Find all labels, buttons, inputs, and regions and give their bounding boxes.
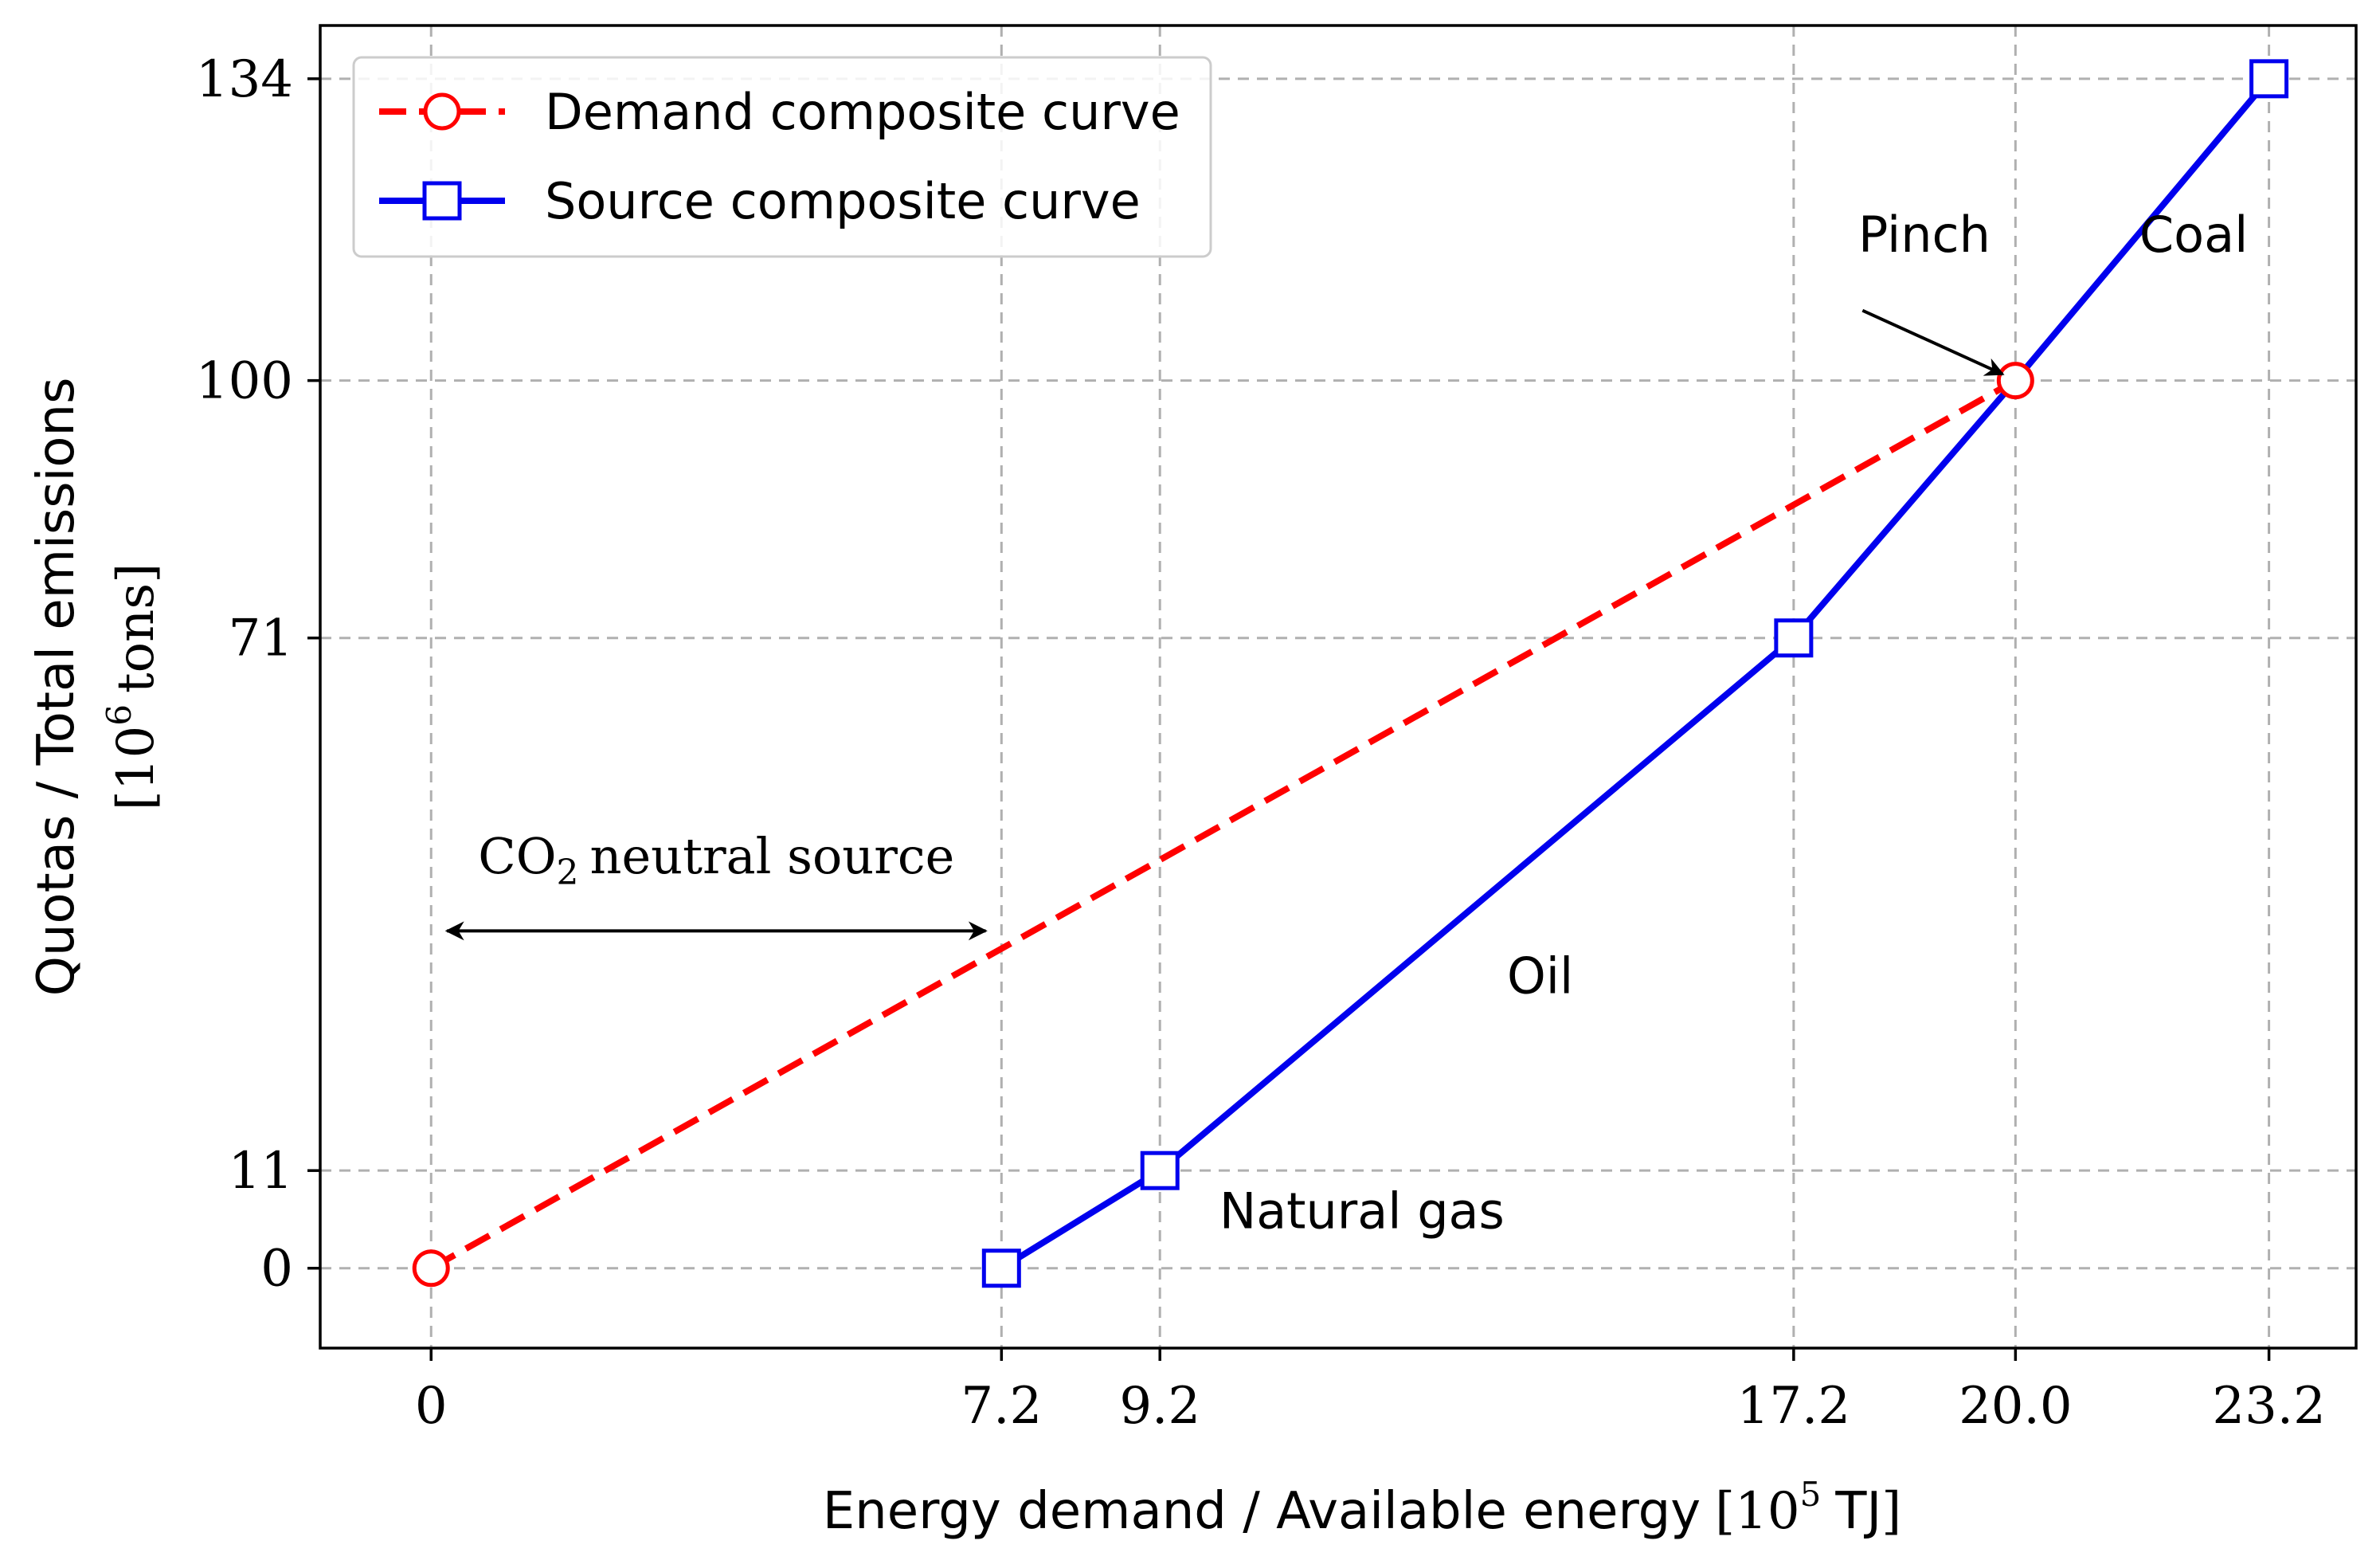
x-tick-label-1: 7.2 <box>961 1377 1042 1436</box>
y-axis-unit-open: [ <box>107 790 166 810</box>
y-tick-label-2: 71 <box>229 610 293 668</box>
pinch-label: Pinch <box>1858 206 1991 264</box>
annotations: Pinch Coal Oil Natural gas CO2 neutral so… <box>444 206 2248 1241</box>
co2-prefix: CO <box>478 827 556 885</box>
legend-label-1: Source composite curve <box>545 172 1141 230</box>
x-tick-label-0: 0 <box>415 1377 448 1436</box>
pinch-arrow <box>1861 308 2005 376</box>
x-tick-label-4: 20.0 <box>1959 1377 2073 1436</box>
x-axis-label: Energy demand / Available energy [105 TJ] <box>823 1475 1902 1541</box>
x-axis-label-main: Energy demand / Available energy <box>823 1482 1701 1541</box>
legend: Demand composite curve Source composite c… <box>352 56 1212 258</box>
x-axis-unit-exp: 5 <box>1800 1475 1822 1514</box>
y-axis-unit-exp: 6 <box>100 704 139 726</box>
y-axis-label-unit: [106 tons] <box>100 563 166 810</box>
axis-ticks: 0 7.2 9.2 17.2 20.0 23.2 0 11 71 100 134 <box>196 50 2326 1436</box>
axis-labels: Energy demand / Available energy [105 TJ] … <box>27 378 1901 1541</box>
series-1-point-1 <box>1140 1151 1180 1190</box>
coal-label: Coal <box>2139 206 2248 264</box>
series-0-point-1 <box>1996 362 2034 400</box>
legend-label-0: Demand composite curve <box>545 83 1180 141</box>
series-line-0 <box>429 378 2018 1272</box>
legend-marker-1 <box>422 181 462 221</box>
oil-label: Oil <box>1507 947 1573 1005</box>
y-tick-label-0: 0 <box>260 1240 293 1299</box>
y-tick-label-3: 100 <box>196 352 293 411</box>
co2-neutral-label: CO2 neutral source <box>478 827 954 893</box>
y-axis-unit-close: ] <box>107 563 166 583</box>
series-1-point-4 <box>2249 59 2289 99</box>
x-axis-unit-base: 10 <box>1735 1482 1799 1541</box>
plot-frame <box>319 24 2358 1350</box>
y-tick-label-1: 11 <box>229 1142 293 1201</box>
x-tick-label-3: 17.2 <box>1737 1377 1851 1436</box>
y-tick-label-4: 134 <box>196 50 293 109</box>
co2-subscript: 2 <box>557 853 579 893</box>
series-1-point-2 <box>1774 618 1814 658</box>
series-1-point-0 <box>981 1249 1021 1288</box>
y-axis-unit-tail: tons <box>107 583 166 693</box>
x-axis-unit-close: ] <box>1881 1482 1901 1541</box>
y-axis-label: Quotas / Total emissions [106 tons] <box>27 378 166 997</box>
y-axis-unit-base: 10 <box>107 726 166 790</box>
legend-marker-0 <box>423 92 461 131</box>
x-axis-unit-open: [ <box>1715 1482 1735 1541</box>
co2-suffix: neutral source <box>590 827 955 885</box>
natural-gas-label: Natural gas <box>1219 1182 1505 1241</box>
series-0-point-0 <box>412 1249 450 1288</box>
series-markers <box>412 59 2289 1288</box>
x-tick-label-5: 23.2 <box>2212 1377 2326 1436</box>
x-tick-label-2: 9.2 <box>1119 1377 1200 1436</box>
grid-lines <box>320 25 2356 1348</box>
x-axis-unit-tail: TJ <box>1834 1482 1881 1541</box>
legend-box <box>352 56 1212 258</box>
y-axis-label-main: Quotas / Total emissions <box>27 378 86 997</box>
